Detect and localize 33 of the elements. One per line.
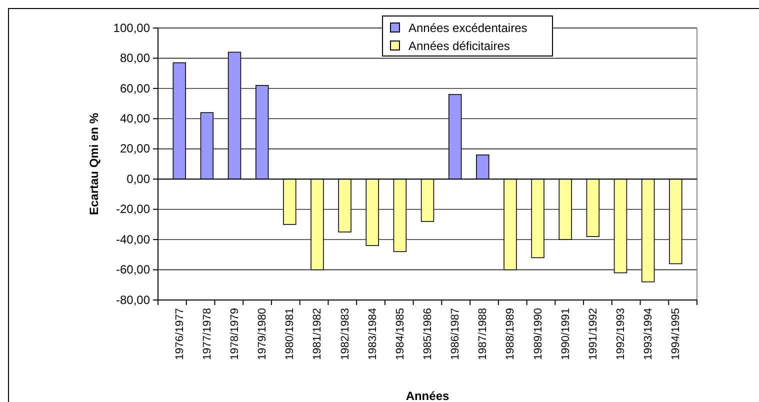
y-tick-label: 20,00 (120, 142, 150, 156)
y-tick-label: -40,00 (116, 232, 150, 246)
x-tick-label: 1983/1984 (366, 308, 379, 360)
x-tick-label: 1978/1979 (229, 308, 242, 360)
x-tick-label: 1992/1993 (615, 308, 628, 360)
x-tick-label: 1985/1986 (422, 308, 434, 360)
legend-label: Années excédentaires (408, 20, 528, 35)
x-tick-label: 1990/1991 (560, 308, 572, 360)
y-tick-label: 40,00 (120, 112, 150, 126)
x-tick-label: 1988/1989 (504, 308, 517, 360)
x-tick-label: 1994/1995 (670, 308, 682, 360)
y-tick-label: 80,00 (120, 51, 150, 66)
y-tick-label: -20,00 (116, 202, 150, 216)
x-tick-label: 1981/1982 (312, 308, 324, 360)
legend-label: Années déficitaires (408, 38, 510, 53)
y-tick-label: 100,00 (113, 20, 150, 35)
x-tick-label: 1982/1983 (339, 308, 352, 360)
y-axis-title: Ecartau Qmi en % (87, 112, 101, 216)
x-tick-label: 1976/1977 (174, 308, 186, 360)
x-axis-title: Années (406, 389, 450, 402)
x-tick-label: 1991/1992 (587, 308, 600, 360)
y-tick-label: -80,00 (116, 292, 150, 307)
x-tick-label: 1979/1980 (256, 308, 269, 360)
x-tick-label: 1977/1978 (201, 308, 214, 360)
x-tick-label: 1989/1990 (532, 308, 544, 360)
x-tick-label: 1987/1988 (477, 308, 490, 360)
x-tick-label: 1993/1994 (642, 308, 655, 360)
x-tick-label: 1984/1985 (394, 308, 406, 360)
x-tick-label: 1980/1981 (284, 308, 296, 360)
y-tick-label: 0,00 (126, 172, 150, 186)
x-tick-label: 1986/1987 (450, 308, 462, 360)
y-tick-label: 60,00 (120, 81, 150, 96)
y-tick-label: -60,00 (116, 262, 150, 277)
